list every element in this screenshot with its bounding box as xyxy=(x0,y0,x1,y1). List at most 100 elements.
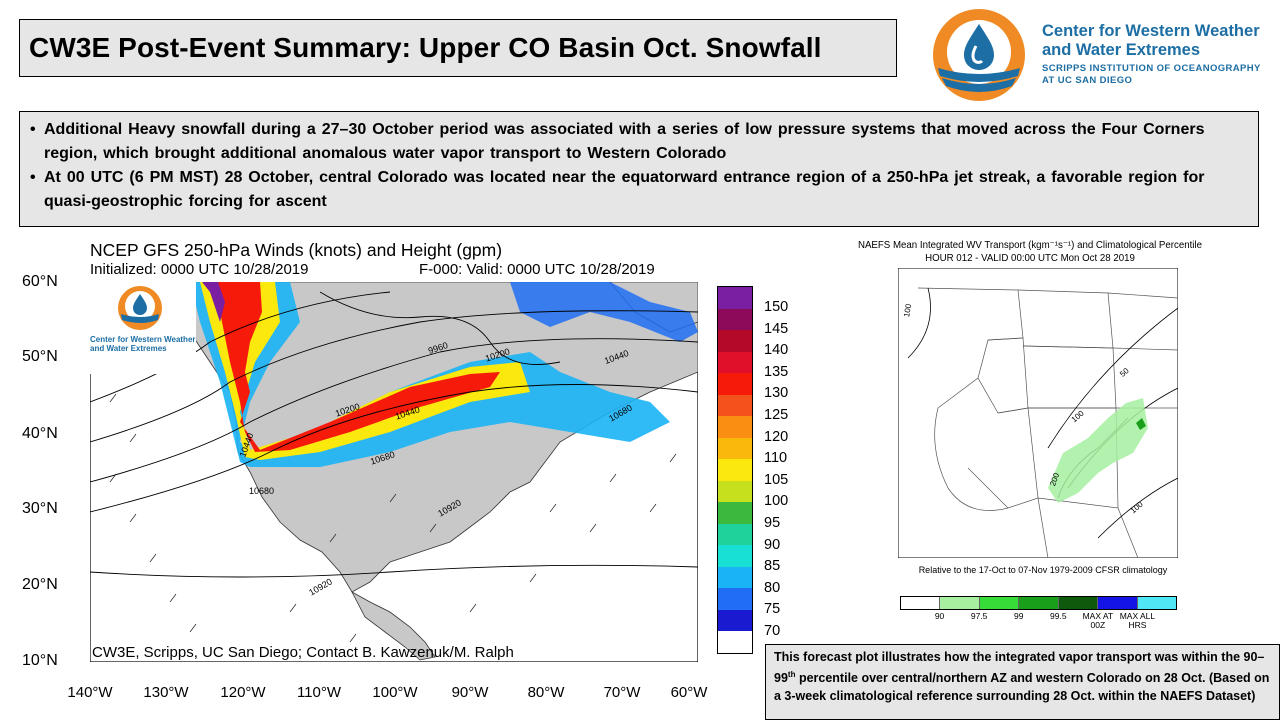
gfs-inset-logo-line2: and Water Extremes xyxy=(90,344,167,353)
northeast-jet xyxy=(510,282,698,342)
naefs-ivt-map xyxy=(898,268,1178,558)
cw3e-water-drop-logo-icon xyxy=(933,9,1025,101)
jet-streak-max xyxy=(202,282,225,322)
colorbar-tick-label: 150 xyxy=(764,299,789,315)
central-america-land xyxy=(351,591,436,661)
gfs-initialized-time: Initialized: 0000 UTC 10/28/2019 xyxy=(90,261,309,278)
colorbar-swatch xyxy=(717,523,753,545)
summary-bullet: At 00 UTC (6 PM MST) 28 October, central… xyxy=(30,166,1248,214)
colorbar-swatch xyxy=(717,394,753,416)
colorbar-tick-label: 100 xyxy=(764,493,789,510)
gfs-wind-height-map xyxy=(90,282,698,662)
colorbar-swatch xyxy=(717,459,753,481)
colorbar-tick-label: 110 xyxy=(764,450,788,467)
slide-title: CW3E Post-Event Summary: Upper CO Basin … xyxy=(29,32,822,63)
colorbar-swatch xyxy=(717,545,753,567)
colorbar-swatch xyxy=(717,502,753,524)
gfs-valid-time: F-000: Valid: 0000 UTC 10/28/2019 xyxy=(419,261,655,278)
colorbar-swatch xyxy=(717,308,753,330)
naefs-legend-swatch xyxy=(940,597,980,609)
lon-label: 120°W xyxy=(220,684,266,701)
colorbar-tick-label: 125 xyxy=(764,407,789,423)
gfs-credit: CW3E, Scripps, UC San Diego; Contact B. … xyxy=(92,644,514,661)
colorbar-tick-label: 105 xyxy=(764,471,789,488)
lon-label: 60°W xyxy=(670,684,708,701)
lat-label: 40°N xyxy=(22,425,58,442)
logo-name-line2: and Water Extremes xyxy=(1042,41,1201,59)
lon-label: 70°W xyxy=(603,684,641,701)
naefs-legend-swatch xyxy=(1058,597,1099,609)
lon-label: 130°W xyxy=(143,684,189,701)
naefs-percentile-legend xyxy=(900,596,1177,610)
naefs-legend-swatch xyxy=(979,597,1020,609)
naefs-legend-swatch xyxy=(1098,597,1138,609)
caption-text-1: This forecast plot illustrates how the i… xyxy=(774,650,1265,686)
naefs-legend-label: MAX ALL HRS xyxy=(1119,611,1156,630)
lat-label: 60°N xyxy=(22,273,58,290)
wind-speed-colorbar xyxy=(717,286,753,654)
naefs-legend-label: 97.5 xyxy=(970,611,988,621)
colorbar-tick-label: 90 xyxy=(764,536,781,553)
lat-label: 10°N xyxy=(22,652,58,669)
colorbar-swatch xyxy=(717,437,753,459)
naefs-legend-label: 99 xyxy=(1013,611,1024,621)
naefs-legend-swatch xyxy=(901,597,941,609)
colorbar-swatch xyxy=(717,631,753,653)
gfs-inset-logo-line1: Center for Western Weather xyxy=(90,335,196,344)
lat-label: 50°N xyxy=(22,348,58,365)
naefs-caption-box: This forecast plot illustrates how the i… xyxy=(765,644,1280,720)
summary-bullet-list: Additional Heavy snowfall during a 27–30… xyxy=(30,118,1248,214)
gfs-inset-logo-text: Center for Western Weather and Water Ext… xyxy=(90,335,200,353)
colorbar-tick-label: 70 xyxy=(764,623,781,639)
lon-label: 90°W xyxy=(451,684,489,701)
logo-text: Center for Western Weather and Water Ext… xyxy=(1042,22,1261,87)
colorbar-swatch xyxy=(717,287,753,309)
colorbar-tick-label: 120 xyxy=(764,428,789,445)
colorbar-tick-label: 95 xyxy=(764,515,781,531)
naefs-climatology-note: Relative to the 17-Oct to 07-Nov 1979-20… xyxy=(918,565,1168,575)
colorbar-swatch xyxy=(717,373,753,395)
slide-title-box: CW3E Post-Event Summary: Upper CO Basin … xyxy=(19,19,897,77)
colorbar-tick-label: 145 xyxy=(764,320,789,337)
logo-inst-line1: SCRIPPS INSTITUTION OF OCEANOGRAPHY xyxy=(1042,63,1261,74)
colorbar-swatch xyxy=(717,566,753,588)
colorbar-tick-label: 75 xyxy=(764,601,781,618)
lon-label: 80°W xyxy=(527,684,565,701)
naefs-title-line2: HOUR 012 - VALID 00:00 UTC Mon Oct 28 20… xyxy=(925,253,1135,264)
logo-name-line1: Center for Western Weather xyxy=(1042,22,1260,40)
colorbar-swatch xyxy=(717,351,753,373)
naefs-legend-swatch xyxy=(1137,597,1176,609)
gfs-inset-logo xyxy=(90,282,196,374)
caption-sup: th xyxy=(787,670,796,679)
naefs-legend-label: 99.5 xyxy=(1050,611,1067,621)
lon-label: 110°W xyxy=(296,684,342,701)
colorbar-tick-label: 85 xyxy=(764,558,781,575)
colorbar-swatch xyxy=(717,416,753,438)
naefs-percentile-region xyxy=(1048,398,1148,503)
lat-label: 30°N xyxy=(22,500,58,517)
colorbar-tick-label: 130 xyxy=(764,385,789,402)
colorbar-swatch xyxy=(717,480,753,502)
colorbar-swatch xyxy=(717,609,753,631)
colorbar-swatch xyxy=(717,588,753,610)
lon-label: 100°W xyxy=(372,684,418,701)
colorbar-tick-label: 80 xyxy=(764,579,781,596)
colorbar-tick-label: 135 xyxy=(764,363,789,380)
summary-bullets-box: Additional Heavy snowfall during a 27–30… xyxy=(19,111,1259,227)
summary-bullet: Additional Heavy snowfall during a 27–30… xyxy=(30,118,1248,166)
cw3e-logo: Center for Western Weather and Water Ext… xyxy=(930,6,1275,106)
naefs-legend-swatch xyxy=(1019,597,1059,609)
gfs-plot-title: NCEP GFS 250-hPa Winds (knots) and Heigh… xyxy=(90,240,503,260)
naefs-plot-title: NAEFS Mean Integrated WV Transport (kgm⁻… xyxy=(800,239,1260,265)
colorbar-swatch xyxy=(717,330,753,352)
logo-inst-line2: AT UC SAN DIEGO xyxy=(1042,75,1133,86)
naefs-caption: This forecast plot illustrates how the i… xyxy=(774,648,1271,705)
lat-label: 20°N xyxy=(22,576,58,593)
colorbar-tick-label: 140 xyxy=(764,342,789,359)
gfs-contour-label: 10680 xyxy=(249,486,275,496)
naefs-legend-label: MAX AT 00Z xyxy=(1082,611,1114,630)
jet-streak-outer xyxy=(190,282,670,467)
lon-label: 140°W xyxy=(67,684,113,701)
caption-text-2: percentile over central/northern AZ and … xyxy=(774,671,1270,704)
naefs-max-region xyxy=(1136,418,1146,430)
